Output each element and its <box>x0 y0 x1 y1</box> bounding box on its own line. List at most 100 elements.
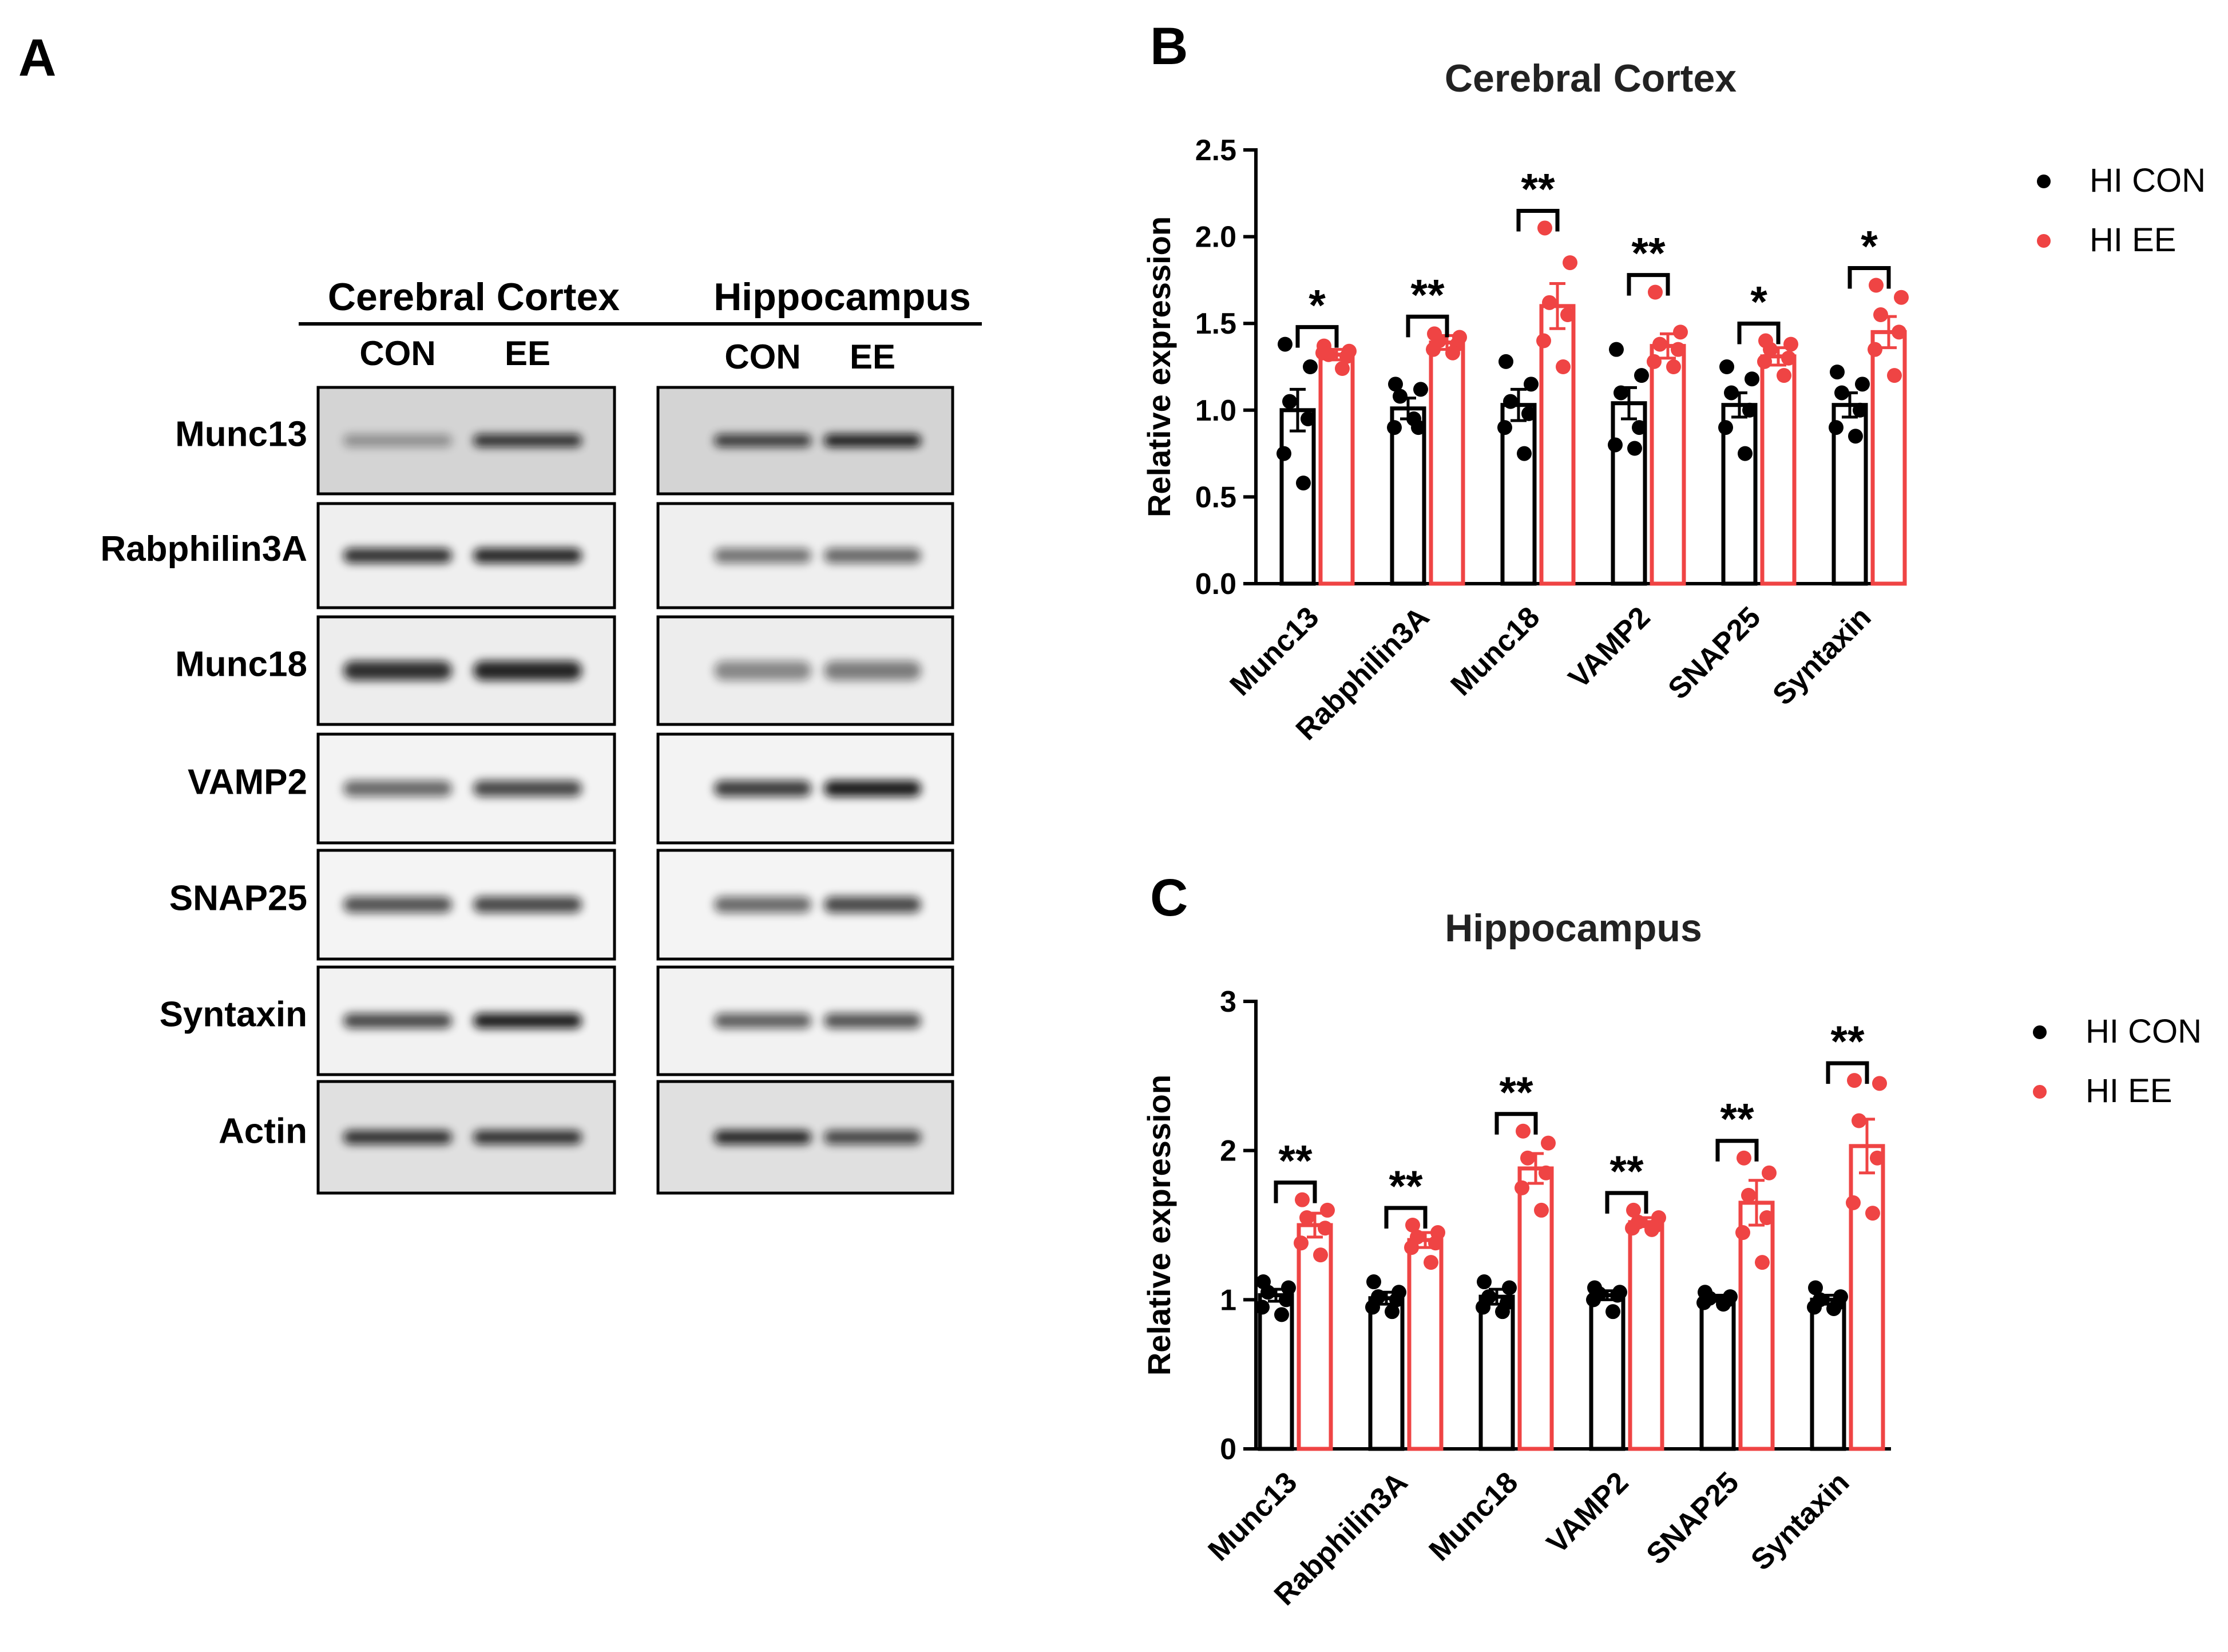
legend: HI CON HI EE <box>2037 162 2206 259</box>
y-tick-label: 2.5 <box>1195 134 1236 167</box>
data-point-ee <box>1563 255 1577 271</box>
blot-label: Syntaxin <box>160 995 307 1034</box>
data-point-ee <box>1542 295 1557 310</box>
band-hippo-con <box>714 1013 811 1028</box>
significance-bracket <box>1605 1191 1648 1214</box>
y-tick-label: 0 <box>1220 1433 1236 1466</box>
data-point-ee <box>1759 1210 1774 1225</box>
legend-label-con: HI CON <box>2090 162 2206 199</box>
data-point-con <box>1848 429 1863 444</box>
data-point-ee <box>1426 342 1441 357</box>
lane-label-hippo-con: CON <box>724 338 800 376</box>
data-point-ee <box>1847 1073 1862 1088</box>
data-point-con <box>1387 420 1402 435</box>
band-hippo-ee <box>824 1130 921 1144</box>
significance-marker: ** <box>1410 271 1445 319</box>
bar-ee <box>1650 344 1686 586</box>
chart-title: Hippocampus <box>1445 906 1702 950</box>
data-point-con <box>1627 441 1642 456</box>
data-point-con <box>1260 1285 1275 1300</box>
y-axis-label: Relative expression <box>1141 216 1177 517</box>
legend-marker-con <box>2033 1025 2047 1039</box>
data-point-con <box>1276 446 1291 461</box>
data-point-con <box>1279 1292 1294 1308</box>
band-hippo-con <box>714 548 811 563</box>
bar-ee <box>1407 1238 1444 1451</box>
bar-con <box>1478 1294 1515 1451</box>
data-point-con <box>1301 411 1315 426</box>
band-cortex-ee <box>473 1013 582 1028</box>
band-cortex-con <box>343 1130 452 1144</box>
data-point-con <box>1608 437 1623 453</box>
data-point-ee <box>1404 1240 1419 1255</box>
data-point-con <box>1413 382 1428 397</box>
data-point-ee <box>1339 348 1354 364</box>
band-cortex-con <box>343 1013 452 1028</box>
significance-bracket <box>1406 314 1449 338</box>
data-point-ee <box>1335 361 1350 377</box>
data-point-ee <box>1755 1255 1770 1270</box>
x-tick-label: Syntaxin <box>1745 1465 1856 1576</box>
band-hippo-ee <box>824 1013 921 1028</box>
y-tick-label: 1.5 <box>1195 307 1236 340</box>
data-point-ee <box>1894 290 1909 305</box>
data-point-con <box>1605 1304 1620 1320</box>
category-rabphilin3a: **Rabphilin3A <box>1290 271 1467 747</box>
y-tick-label: 2 <box>1220 1135 1236 1168</box>
significance-marker: ** <box>1720 1095 1754 1144</box>
data-point-ee <box>1887 368 1902 383</box>
band-hippo-con <box>714 434 811 447</box>
blot-row-munc18: Munc18 <box>175 615 954 726</box>
band-hippo-con <box>714 661 811 680</box>
data-point-con <box>1724 385 1739 401</box>
legend-marker-ee <box>2033 1085 2047 1099</box>
data-point-ee <box>1515 1180 1529 1195</box>
data-point-con <box>1524 377 1539 392</box>
data-point-con <box>1829 420 1844 435</box>
bar-ee <box>1849 1144 1885 1451</box>
data-point-con <box>1365 1300 1380 1315</box>
data-point-con <box>1745 371 1759 387</box>
data-point-con <box>1634 368 1649 383</box>
data-point-ee <box>1315 345 1330 360</box>
significance-marker: * <box>1309 282 1326 330</box>
data-point-ee <box>1294 1235 1309 1251</box>
category-vamp2: ** VAMP2 <box>1541 1147 1666 1560</box>
data-point-con <box>1281 1280 1296 1296</box>
band-cortex-ee <box>473 897 582 913</box>
bar-con <box>1699 1296 1736 1451</box>
data-point-con <box>1719 359 1734 374</box>
blot-label: SNAP25 <box>169 879 307 918</box>
significance-bracket <box>1494 1112 1538 1135</box>
data-point-con <box>1826 1301 1841 1316</box>
data-point-con <box>1586 1292 1601 1308</box>
data-point-con <box>1521 406 1536 421</box>
y-tick-label: 3 <box>1220 985 1236 1019</box>
data-point-con <box>1406 411 1421 426</box>
data-point-ee <box>1741 1187 1756 1203</box>
significance-bracket <box>1516 208 1560 232</box>
data-point-con <box>1503 394 1518 409</box>
significance-marker: * <box>1861 222 1878 271</box>
x-tick-label: VAMP2 <box>1563 600 1657 695</box>
data-point-con <box>1476 1300 1490 1315</box>
data-point-con <box>1274 1307 1289 1322</box>
group-label-hippocampus: Hippocampus <box>713 275 971 319</box>
band-cortex-ee <box>473 661 582 680</box>
group-label-cortex: Cerebral Cortex <box>328 275 620 319</box>
significance-bracket <box>1627 273 1670 296</box>
category-rabphilin3a: **Rabphilin3A <box>1268 1162 1445 1612</box>
x-tick-label: Munc13 <box>1224 600 1326 702</box>
data-point-con <box>1388 377 1403 392</box>
data-point-ee <box>1783 336 1798 352</box>
data-point-con <box>1613 385 1628 401</box>
blot-rows: Munc13 Rabphilin3A Munc18 VAMP2 SNAP25 Syntax… <box>100 386 954 1195</box>
band-hippo-con <box>714 781 811 797</box>
bar-ee <box>1760 354 1797 586</box>
data-point-con <box>1393 389 1408 404</box>
y-tick-label: 0.5 <box>1195 481 1236 514</box>
bar-ee <box>1870 330 1907 586</box>
blot-row-vamp2: VAMP2 <box>188 732 954 845</box>
data-point-con <box>1742 402 1757 418</box>
